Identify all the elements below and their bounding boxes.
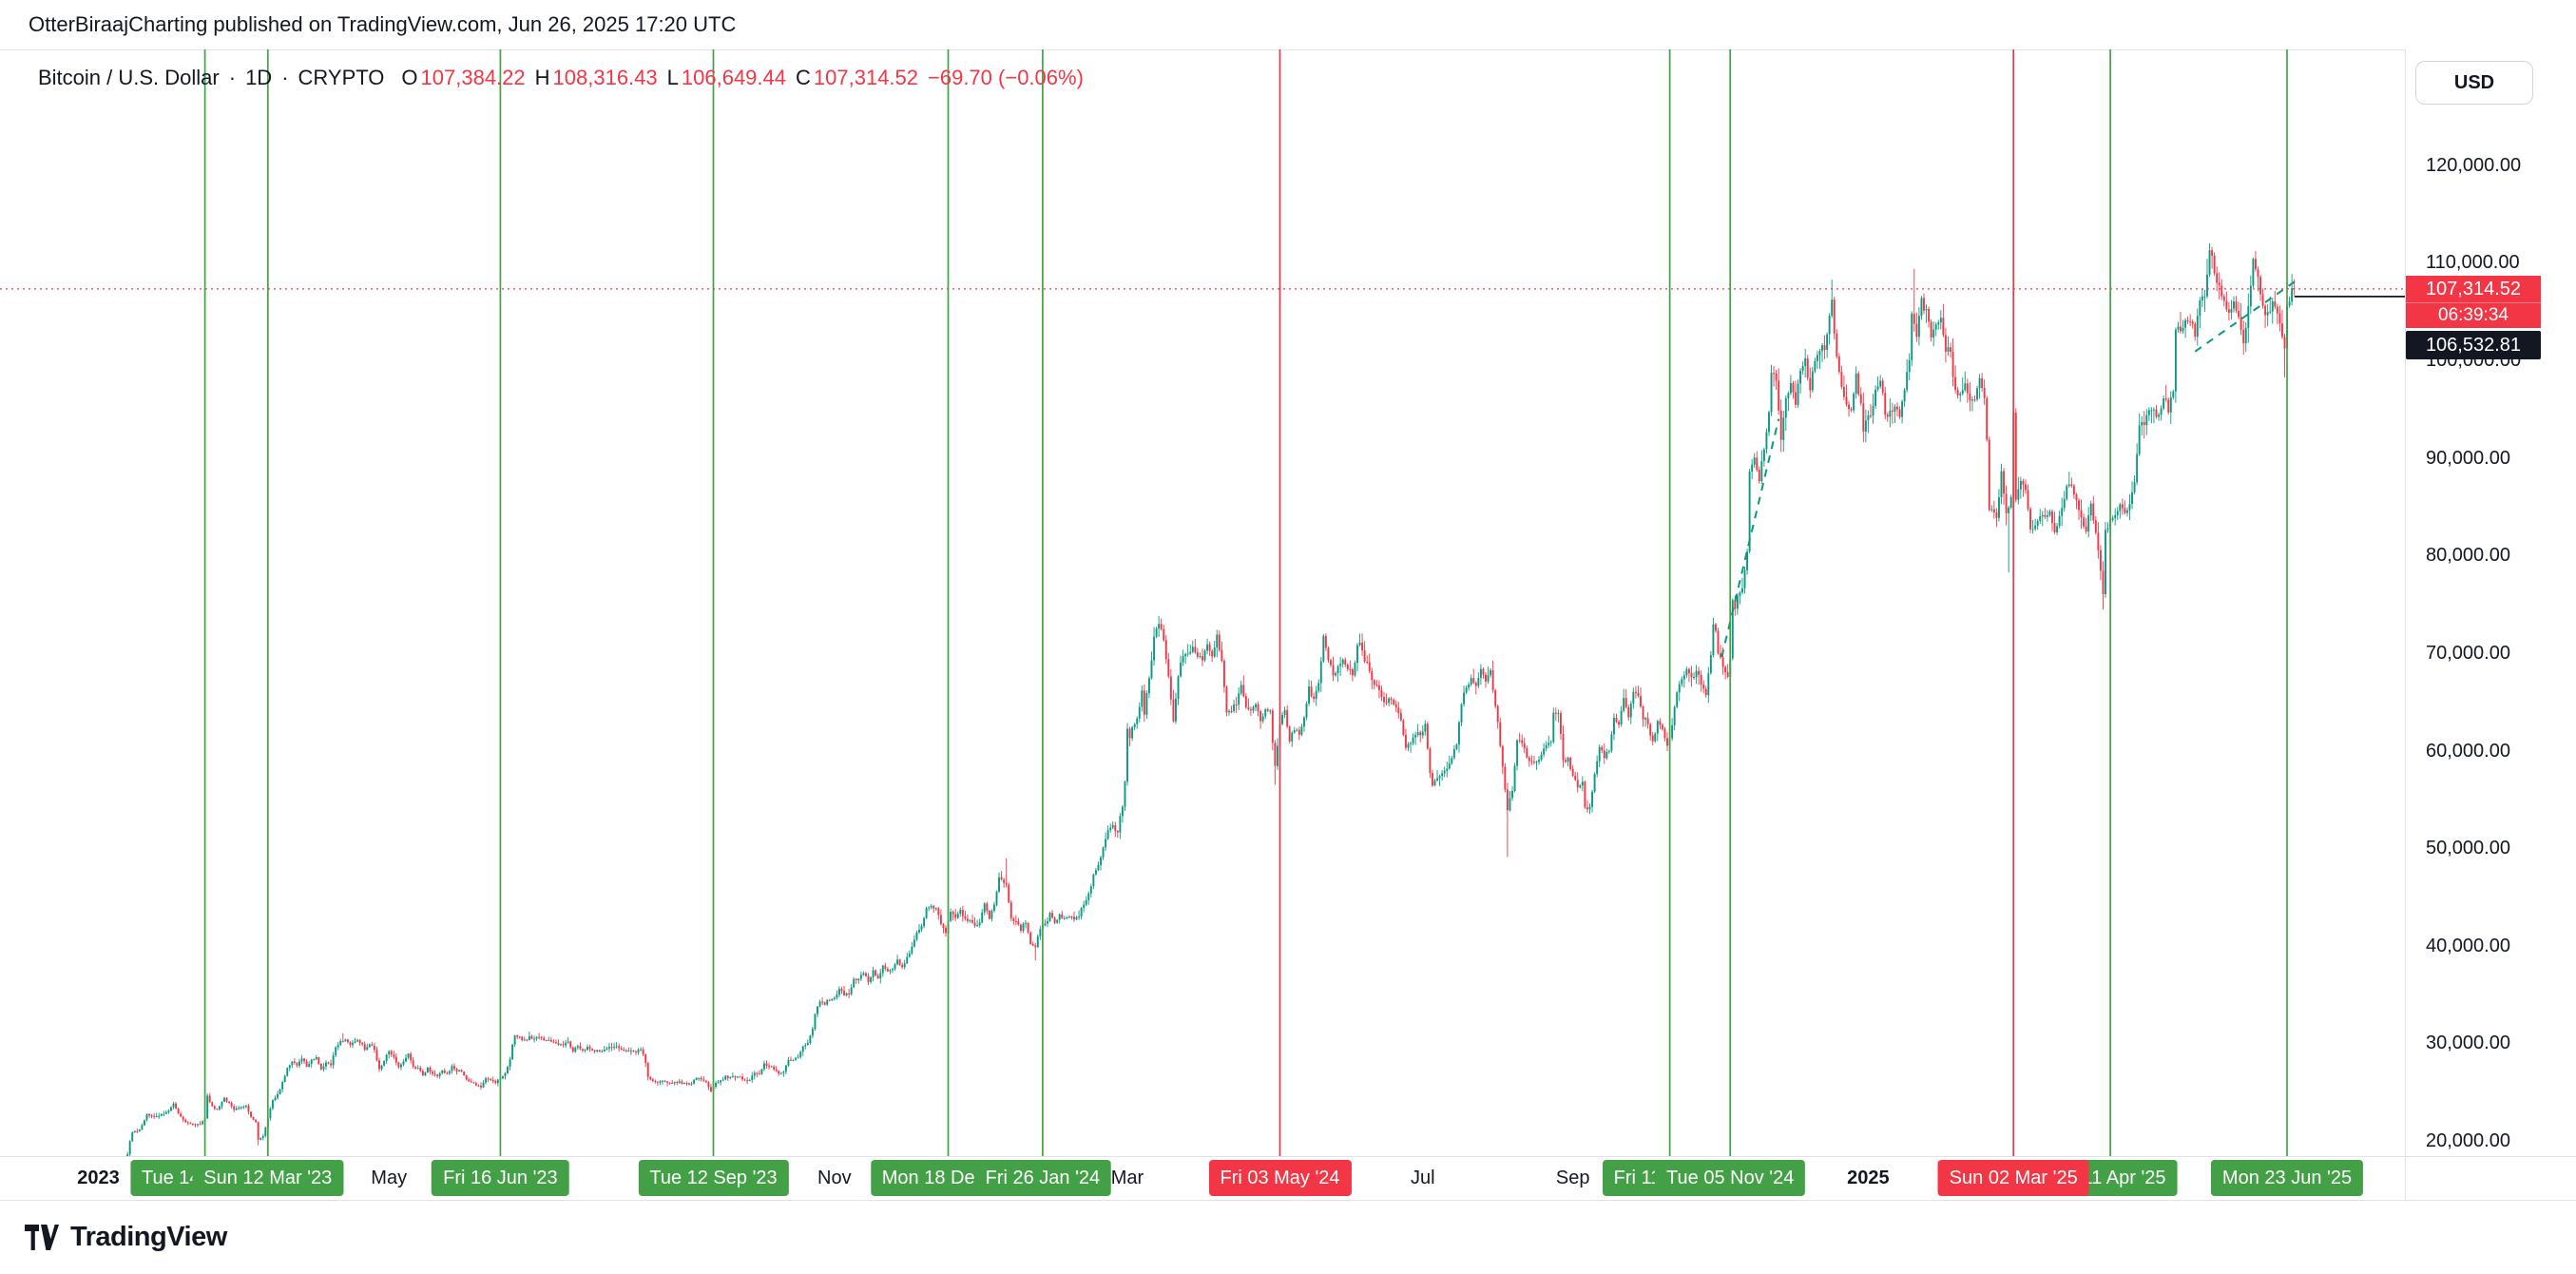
interval-label[interactable]: 1D	[245, 66, 273, 89]
price-tick: 50,000.00	[2426, 838, 2510, 859]
candles	[126, 243, 2296, 1156]
time-axis-label: 2023	[77, 1168, 120, 1188]
event-date-badge[interactable]: Fri 26 Jan '24	[973, 1160, 1112, 1196]
trendline[interactable]	[2194, 278, 2299, 353]
change-value: −69.70 (−0.06%)	[928, 66, 1084, 89]
symbol-title[interactable]: Bitcoin / U.S. Dollar	[38, 66, 220, 89]
exchange-label: CRYPTO	[298, 66, 385, 89]
close-value-group: C 107,314.52	[796, 66, 918, 90]
tradingview-brand[interactable]: TradingView	[70, 1222, 227, 1252]
horizontal-line-price-badge: 106,532.81	[2406, 330, 2541, 359]
close-label: C	[796, 66, 811, 89]
close-value: 107,314.52	[813, 66, 918, 89]
candlestick-plot[interactable]	[0, 49, 2405, 1156]
time-axis-label: Sep	[1555, 1168, 1590, 1188]
price-tick: 30,000.00	[2426, 1033, 2510, 1054]
price-tick: 20,000.00	[2426, 1130, 2510, 1152]
price-scale[interactable]: USD 107,314.52 06:39:34 106,532.81 120,0…	[2405, 49, 2576, 1201]
time-axis-label: 2025	[1847, 1168, 1890, 1188]
price-tick: 60,000.00	[2426, 740, 2510, 762]
price-tick: 90,000.00	[2426, 447, 2510, 469]
high-label: H	[534, 66, 550, 89]
event-date-badge[interactable]: Fri 16 Jun '23	[432, 1160, 569, 1196]
currency-toggle-button[interactable]: USD	[2415, 61, 2533, 105]
high-value: 108,316.43	[552, 66, 658, 89]
chart-top-border	[0, 49, 2576, 50]
event-date-badge[interactable]: Sun 12 Mar '23	[192, 1160, 344, 1196]
time-axis-label: May	[371, 1168, 408, 1188]
event-date-badge[interactable]: Tue 12 Sep '23	[638, 1160, 789, 1196]
event-date-badge[interactable]: Mon 23 Jun '25	[2210, 1160, 2364, 1196]
time-axis-label: Mar	[1110, 1168, 1144, 1188]
current-price-value: 107,314.52	[2425, 278, 2522, 299]
time-axis-label: Nov	[817, 1168, 852, 1188]
price-tick: 80,000.00	[2426, 545, 2510, 567]
price-tick: 120,000.00	[2426, 154, 2522, 176]
legend-separator: ·	[228, 66, 237, 89]
time-axis-border	[0, 1156, 2576, 1157]
event-date-badge[interactable]: Fri 03 May '24	[1208, 1160, 1352, 1196]
open-label: O	[401, 66, 418, 89]
low-value: 106,649.44	[681, 66, 786, 89]
event-date-badge[interactable]: Sun 02 Mar '25	[1937, 1160, 2089, 1196]
footer: TradingView	[0, 1201, 2576, 1274]
price-tick: 70,000.00	[2426, 642, 2510, 664]
tradingview-logo-icon[interactable]	[25, 1225, 59, 1250]
current-price-badge: 107,314.52 06:39:34	[2406, 275, 2541, 328]
countdown-timer: 06:39:34	[2406, 301, 2541, 328]
time-axis-label: Jul	[1411, 1168, 1435, 1188]
legend: Bitcoin / U.S. Dollar · 1D · CRYPTO O 10…	[38, 66, 1084, 90]
open-value-group: O 107,384.22	[401, 66, 525, 90]
low-value-group: L 106,649.44	[667, 66, 786, 90]
high-value-group: H 108,316.43	[535, 66, 658, 90]
low-label: L	[666, 66, 679, 89]
open-value: 107,384.22	[420, 66, 526, 89]
legend-separator: ·	[281, 66, 289, 89]
event-date-badge[interactable]: Tue 05 Nov '24	[1655, 1160, 1806, 1196]
price-tick: 110,000.00	[2426, 252, 2520, 274]
price-axis-border	[2405, 49, 2406, 1201]
publish-attribution: OtterBiraajCharting published on Trading…	[29, 12, 737, 36]
chart-bottom-border	[0, 1200, 2576, 1201]
trendline[interactable]	[1721, 418, 1780, 658]
price-tick: 40,000.00	[2426, 935, 2510, 956]
